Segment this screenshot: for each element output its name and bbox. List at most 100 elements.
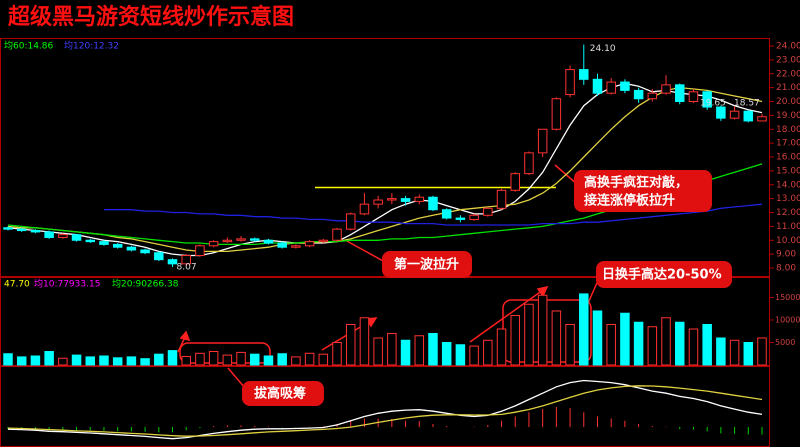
legend-entry: 均60:14.86 [4,40,54,52]
y-tick-label: 12.00 [776,208,800,218]
volume-bar [414,335,425,366]
annotation: 日换手高达20-50% [602,267,722,283]
candle-body [359,203,370,215]
volume-bar [661,317,671,366]
volume-bar [58,357,68,366]
annotation-boxes: 高换手疯狂对敲， 接连涨停板拉升 第一波拉升 日换手高达20-50% 拔高吸筹 [242,170,732,406]
candle-body [318,239,329,243]
candle-body [524,152,534,175]
volume-bar [318,353,329,366]
candle-body [58,234,68,238]
candle-body [414,196,425,202]
candle-body [250,238,260,241]
volume-bar [483,339,493,366]
price-label: 18.57 [734,98,760,108]
ma-line [7,82,763,257]
candle-body [332,228,342,241]
annotation-box [574,170,712,212]
candle-body [181,255,191,265]
candle-body [428,196,438,211]
annotation-box [242,381,324,406]
volume-bar [154,353,164,366]
volume-bar [537,294,548,366]
volume-bar [304,352,315,366]
candle-body [126,246,137,251]
volume-bar [236,351,246,366]
candle-body [757,116,767,122]
y-tick-label: 22.00 [776,69,800,79]
y-tick-label: 8.00 [776,264,796,274]
price-label: 24.10 [590,44,616,54]
volume-bar [729,339,740,366]
candle-body [85,239,96,243]
y-tick-label: 10.00 [776,236,800,246]
y-tick-label: 24.00 [776,42,800,52]
candle-body [702,91,712,108]
y-tick-label: 14.00 [776,180,800,190]
candle-body [661,84,671,94]
volume-bar [633,321,644,366]
candle-body [565,69,575,96]
y-tick-label: 10000 [775,316,800,325]
legend-entry: 47.70 [4,280,30,290]
volume-bar [167,350,178,366]
y-tick-label: 11.00 [776,222,800,232]
candle-body [606,81,616,94]
candle-body [30,230,41,233]
candle-body [236,238,246,241]
y-tick-label: 13.00 [776,194,800,204]
macd-line [7,385,763,437]
candle-body [592,78,603,94]
candle-body [469,214,479,220]
volume-bar [99,355,109,366]
volume-bar [620,312,630,366]
y-tick-label: 21.00 [776,83,800,93]
volume-bar [277,353,287,366]
arrow [344,239,386,263]
candle-body [441,209,452,219]
candle-body [510,173,520,191]
volume-bar [510,315,520,366]
annotation: 高换手疯狂对敲， [584,175,688,191]
volume-bar [263,355,274,366]
candle-body [140,249,150,254]
annotation: 接连涨停板拉升 [584,193,675,209]
volume-bar [30,355,41,366]
volume-bar [565,324,575,366]
y-tick-label: 9.00 [776,250,796,260]
annotation-box [382,251,472,278]
volume-bar [387,333,397,366]
candle-body [455,217,466,220]
volume-bar [195,352,205,366]
volume-bar [400,339,411,366]
candle-body [674,84,685,102]
volume-bar [140,358,150,366]
candle-body [743,110,754,122]
arrow-head [536,285,549,298]
volume-bar [606,324,616,366]
candle-body [387,198,397,201]
y-tick-label: 15.00 [776,166,800,176]
volume-bar [3,353,13,366]
candle-body [208,241,219,247]
volume-bar [716,337,726,366]
arrow-head [179,330,191,342]
volume-bar [579,293,589,366]
candle-body [44,231,54,238]
volume-bar [250,353,260,366]
volume-bar [71,354,82,366]
candle-body [633,89,644,100]
y-tick-label: 17.00 [776,139,800,149]
y-tick-label: 20.00 [776,97,800,107]
candle-body [400,198,411,202]
y-tick-label: 5000 [775,338,795,347]
candle-body [99,241,109,245]
candle-body [537,128,548,154]
y-tick-label: 19.00 [776,111,800,121]
candle-body [688,91,699,102]
volume-bar [345,324,356,366]
y-tick-label: 18.00 [776,125,800,135]
candle-body [579,69,589,80]
volume-bar [291,356,301,366]
candle-body [729,110,740,119]
